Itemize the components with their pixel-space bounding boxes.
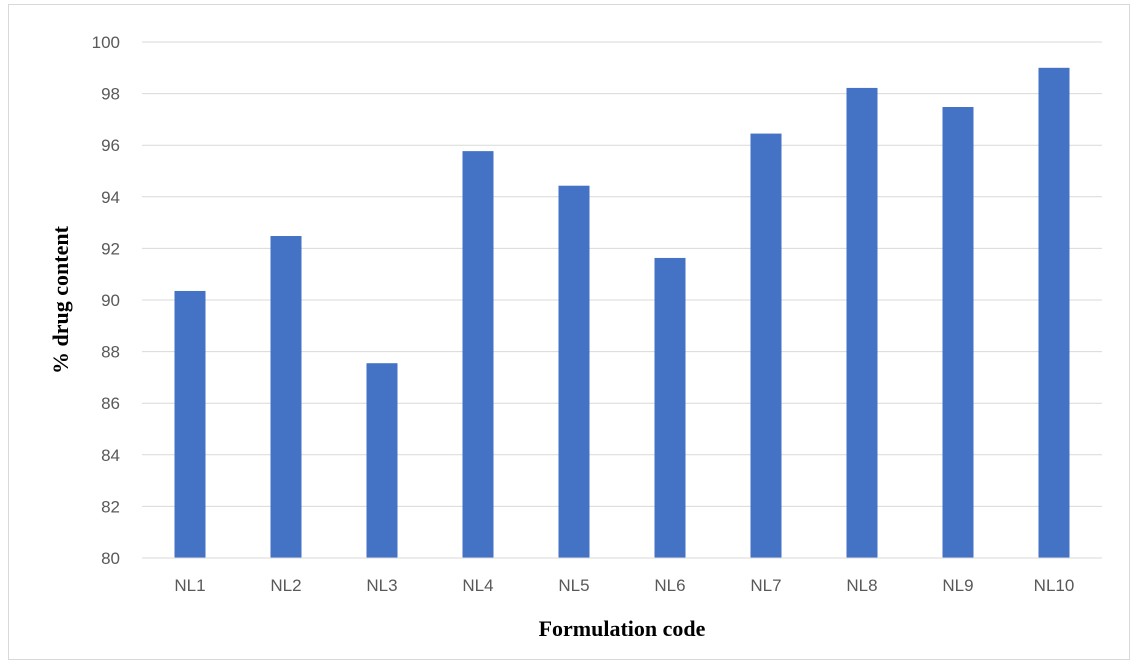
y-tick-label: 82: [101, 497, 120, 516]
bar-nl9: [942, 107, 974, 559]
bar-nl5: [558, 185, 590, 558]
x-tick-label: NL5: [558, 576, 589, 595]
x-tick-label: NL7: [750, 576, 781, 595]
y-tick-label: 84: [101, 446, 120, 465]
bar-nl4: [462, 151, 494, 558]
y-tick-label: 80: [101, 549, 120, 568]
x-tick-label: NL10: [1034, 576, 1075, 595]
y-tick-label: 100: [92, 33, 120, 52]
bar-nl7: [750, 133, 782, 558]
x-axis-title: Formulation code: [539, 616, 706, 641]
bar-nl1: [174, 290, 206, 558]
bar-nl6: [654, 257, 686, 558]
x-tick-labels: NL1 NL2 NL3 NL4 NL5 NL6 NL7 NL8 NL9 NL10: [174, 576, 1074, 595]
gridlines: [142, 41, 1102, 507]
y-tick-labels: 80 82 84 86 88 90 92 94 96 98 100: [92, 33, 120, 568]
x-tick-label: NL6: [654, 576, 685, 595]
y-tick-label: 86: [101, 394, 120, 413]
y-tick-label: 90: [101, 291, 120, 310]
y-tick-label: 92: [101, 239, 120, 258]
bar-nl10: [1038, 67, 1070, 559]
bars: [174, 67, 1070, 559]
y-tick-label: 88: [101, 343, 120, 362]
bar-nl8: [846, 87, 878, 558]
y-tick-label: 96: [101, 136, 120, 155]
y-axis-title: % drug content: [48, 225, 73, 374]
bar-nl3: [366, 363, 398, 558]
x-tick-label: NL4: [462, 576, 493, 595]
y-tick-label: 94: [101, 188, 120, 207]
bar-nl2: [270, 236, 302, 559]
x-tick-label: NL8: [846, 576, 877, 595]
x-tick-label: NL1: [174, 576, 205, 595]
y-tick-label: 98: [101, 85, 120, 104]
x-tick-label: NL2: [270, 576, 301, 595]
x-tick-label: NL9: [942, 576, 973, 595]
x-tick-label: NL3: [366, 576, 397, 595]
